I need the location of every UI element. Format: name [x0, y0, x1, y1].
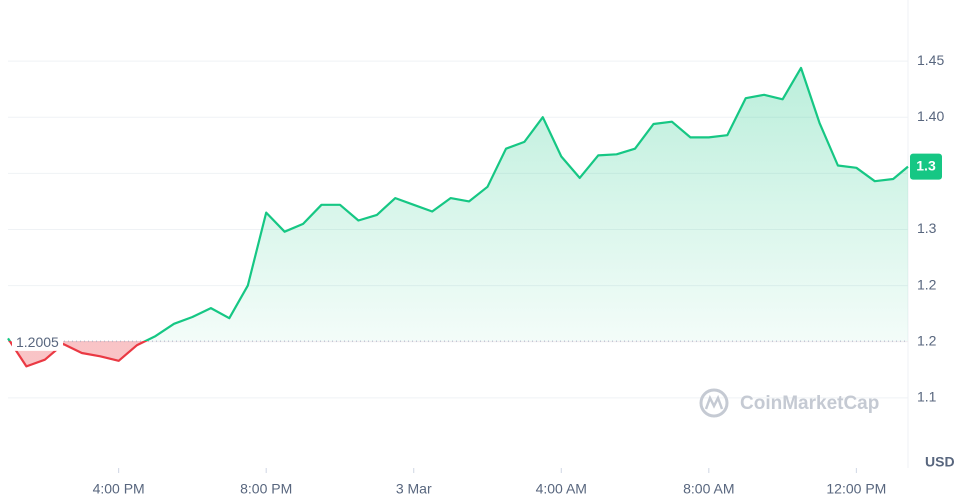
watermark: CoinMarketCap [699, 388, 879, 418]
y-tick-label: 1.2 [917, 332, 937, 348]
current-price-label: 1.3 [916, 157, 936, 173]
area [8, 67, 908, 367]
baseline-label: 1.2005 [16, 334, 59, 350]
x-tick-label: 3 Mar [396, 481, 432, 497]
y-tick-label: 1.2 [917, 276, 937, 292]
price-line [7, 66, 909, 368]
x-tick-label: 4:00 PM [93, 481, 145, 497]
y-tick-label: 1.40 [917, 108, 944, 124]
y-tick-label: 1.1 [917, 389, 937, 405]
x-tick-label: 8:00 AM [683, 481, 734, 497]
y-unit: USD [925, 454, 955, 470]
x-tick-label: 12:00 PM [826, 481, 886, 497]
current-price-badge [910, 153, 942, 180]
x-tick-label: 8:00 PM [240, 481, 292, 497]
y-tick-label: 1.45 [917, 52, 944, 68]
watermark-text: CoinMarketCap [740, 393, 879, 414]
baseline-label-bg [12, 332, 64, 351]
x-tick-label: 4:00 AM [536, 481, 587, 497]
y-tick-label: 1.3 [917, 220, 937, 236]
